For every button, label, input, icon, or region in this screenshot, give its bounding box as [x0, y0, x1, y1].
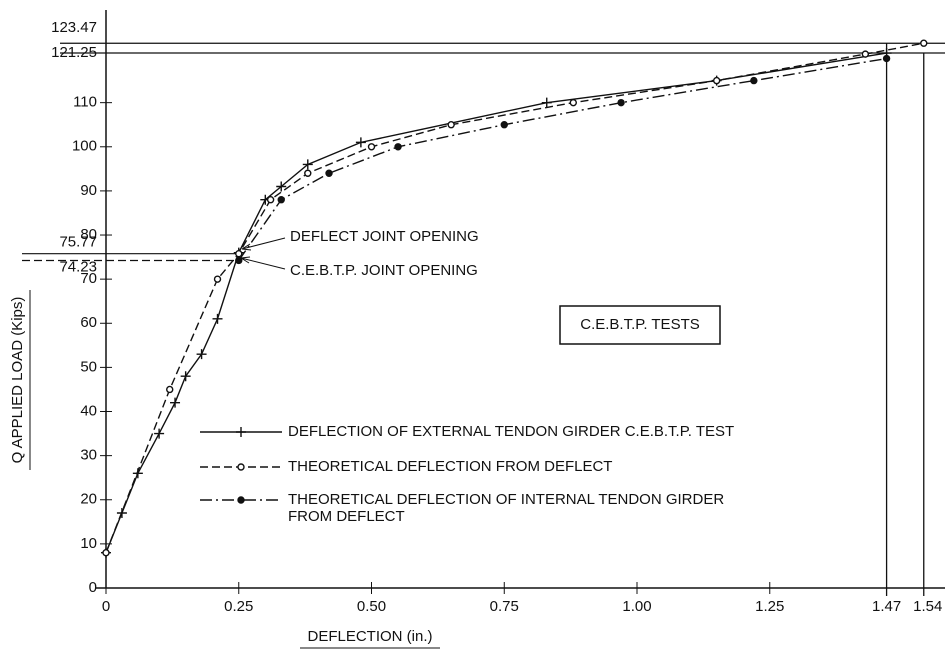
- arrow: [241, 237, 286, 251]
- y-tick-label: 90: [80, 182, 97, 199]
- legend-label: DEFLECTION OF EXTERNAL TENDON GIRDER C.E…: [288, 423, 735, 440]
- legend-label: THEORETICAL DEFLECTION OF INTERNAL TENDO…: [288, 491, 725, 525]
- marker: [302, 159, 313, 170]
- marker: [367, 143, 376, 151]
- marker: [861, 50, 870, 58]
- marker: [325, 169, 333, 177]
- box: [559, 305, 721, 345]
- series-line: [238, 57, 887, 261]
- annotation: DEFLECT JOINT OPENING: [290, 228, 479, 245]
- legend-label: THEORETICAL DEFLECTION FROM DEFLECT: [288, 458, 613, 475]
- y-tick-label: 40: [80, 402, 97, 419]
- y-tick-label: 100: [72, 138, 97, 155]
- x-axis-label: DEFLECTION (in.): [307, 628, 432, 645]
- marker: [166, 385, 174, 394]
- marker: [276, 181, 287, 192]
- marker: [212, 313, 223, 324]
- x-tick-label: 0: [102, 598, 110, 615]
- y-tick-label: 110: [73, 94, 97, 111]
- marker: [154, 428, 165, 439]
- marker: [196, 349, 207, 360]
- y-marker-label: 123.47: [51, 19, 97, 36]
- legend-marker: [237, 496, 245, 504]
- y-marker-label: 74.23: [59, 258, 97, 275]
- marker: [355, 137, 366, 148]
- marker: [500, 121, 508, 129]
- marker: [170, 397, 181, 408]
- y-marker-label: 121.25: [51, 44, 97, 61]
- marker: [750, 76, 758, 85]
- arrow: [240, 256, 286, 270]
- marker: [213, 275, 222, 283]
- marker: [266, 196, 275, 204]
- marker: [447, 121, 455, 129]
- y-tick-label: 10: [80, 535, 97, 552]
- x-tick-label: 0.75: [490, 598, 519, 615]
- series-line: [105, 42, 924, 553]
- marker: [882, 54, 891, 63]
- marker: [569, 98, 577, 107]
- marker: [394, 143, 402, 151]
- y-tick-label: 80: [80, 226, 97, 243]
- x-tick-label: 0.25: [224, 598, 253, 615]
- x-tick-label: 1.00: [622, 598, 651, 615]
- marker: [712, 76, 721, 85]
- y-tick-label: 20: [80, 491, 97, 508]
- marker: [102, 549, 110, 557]
- annotation: C.E.B.T.P. JOINT OPENING: [290, 262, 478, 279]
- legend-marker: [237, 463, 245, 471]
- y-tick-label: 50: [80, 358, 97, 375]
- x-tick-label: 0.50: [357, 598, 386, 615]
- marker: [235, 256, 243, 265]
- marker: [235, 249, 243, 258]
- legend-marker: [236, 427, 246, 437]
- y-tick-label: 70: [80, 270, 97, 287]
- x-marker-label: 1.47: [872, 598, 901, 615]
- y-marker-label: 75.77: [59, 234, 97, 251]
- x-tick-label: 1.25: [755, 598, 784, 615]
- y-axis-label: Q APPLIED LOAD (Kips): [9, 297, 26, 464]
- marker: [617, 98, 625, 107]
- marker: [180, 371, 191, 382]
- y-tick-label: 0: [89, 579, 97, 596]
- marker: [541, 97, 552, 108]
- box-label: C.E.B.T.P. TESTS: [580, 316, 700, 333]
- marker: [277, 196, 285, 204]
- x-marker-label: 1.54: [913, 598, 942, 615]
- marker: [304, 169, 312, 177]
- series-line: [105, 52, 887, 553]
- y-tick-label: 60: [80, 314, 97, 331]
- y-tick-label: 30: [80, 447, 97, 464]
- marker: [920, 39, 928, 47]
